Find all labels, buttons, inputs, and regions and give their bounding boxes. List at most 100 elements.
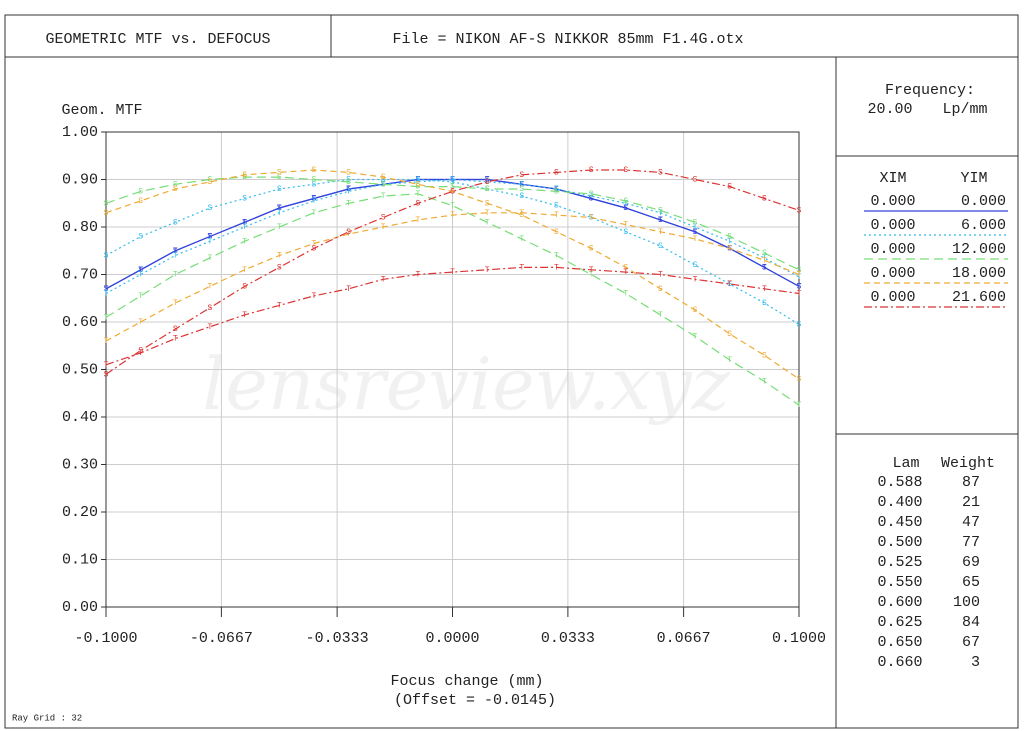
tangential-marker: T	[519, 209, 524, 218]
tangential-marker: T	[138, 292, 143, 301]
sagittal-marker: S	[589, 190, 594, 199]
sagittal-marker: S	[173, 180, 178, 189]
x-tick-label: 0.0333	[541, 630, 595, 647]
tangential-marker: T	[346, 185, 351, 194]
tangential-marker: T	[658, 311, 663, 320]
tangential-marker: T	[797, 282, 802, 291]
tangential-marker: T	[242, 266, 247, 275]
y-tick-label: 1.00	[62, 124, 98, 141]
tangential-marker: T	[797, 401, 802, 410]
tangential-marker: T	[658, 209, 663, 218]
sagittal-marker: S	[554, 168, 559, 177]
sagittal-marker: S	[415, 180, 420, 189]
tangential-marker: T	[173, 299, 178, 308]
sagittal-marker: S	[693, 176, 698, 185]
weight: 69	[962, 554, 980, 571]
sagittal-marker: S	[242, 171, 247, 180]
legend-xim: 0.000	[870, 241, 915, 258]
wavelength: 0.450	[877, 514, 922, 531]
weight: 3	[971, 654, 980, 671]
tangential-marker: T	[450, 268, 455, 277]
tangential-marker: T	[104, 337, 109, 346]
sagittal-marker: S	[623, 197, 628, 206]
weight: 67	[962, 634, 980, 651]
tangential-marker: T	[450, 202, 455, 211]
tangential-marker: T	[208, 233, 213, 242]
sagittal-marker: S	[381, 214, 386, 223]
sagittal-marker: S	[519, 171, 524, 180]
sagittal-marker: S	[381, 180, 386, 189]
weight: 100	[953, 594, 980, 611]
tangential-marker: T	[277, 204, 282, 213]
tangential-marker: T	[519, 180, 524, 189]
tangential-marker: T	[762, 256, 767, 265]
weight: 77	[962, 534, 980, 551]
tangential-marker: T	[277, 252, 282, 261]
x-tick-label: 0.1000	[772, 630, 826, 647]
x-tick-label: -0.1000	[74, 630, 137, 647]
tangential-marker: T	[415, 271, 420, 280]
tangential-marker: T	[589, 195, 594, 204]
sagittal-marker: S	[519, 211, 524, 220]
sagittal-marker: S	[104, 370, 109, 379]
sagittal-marker: S	[554, 228, 559, 237]
legend-xim: 0.000	[870, 217, 915, 234]
y-tick-label: 0.40	[62, 409, 98, 426]
sagittal-marker: S	[311, 244, 316, 253]
sagittal-marker: S	[554, 187, 559, 196]
tangential-marker: T	[242, 237, 247, 246]
tangential-marker: T	[450, 211, 455, 220]
sagittal-marker: S	[450, 187, 455, 196]
sagittal-marker: S	[138, 233, 143, 242]
footnote: Ray Grid : 32	[12, 713, 82, 723]
tangential-marker: T	[311, 195, 316, 204]
tangential-marker: T	[762, 285, 767, 294]
legend-yim: 18.000	[952, 265, 1006, 282]
sagittal-marker: S	[623, 166, 628, 175]
tangential-marker: T	[485, 218, 490, 227]
tangential-marker: T	[311, 292, 316, 301]
frequency-value: 20.00	[867, 101, 912, 118]
sagittal-marker: S	[797, 282, 802, 291]
sagittal-marker: S	[658, 206, 663, 215]
sagittal-marker: S	[485, 185, 490, 194]
tangential-marker: T	[311, 240, 316, 249]
x-tick-label: -0.0333	[306, 630, 369, 647]
sagittal-marker: S	[762, 299, 767, 308]
sagittal-marker: S	[727, 233, 732, 242]
wavelength: 0.600	[877, 594, 922, 611]
tangential-marker: T	[693, 228, 698, 237]
sagittal-marker: S	[485, 199, 490, 208]
sagittal-marker: S	[450, 183, 455, 192]
sagittal-marker: S	[727, 183, 732, 192]
sagittal-marker: S	[762, 195, 767, 204]
sagittal-line	[105, 178, 800, 325]
legend-yim: 0.000	[961, 193, 1006, 210]
sagittal-marker: S	[797, 375, 802, 384]
header-file: File = NIKON AF-S NIKKOR 85mm F1.4G.otx	[392, 31, 743, 48]
tangential-marker: T	[623, 221, 628, 230]
tangential-marker: T	[138, 271, 143, 280]
tangential-marker: T	[623, 268, 628, 277]
tangential-marker: T	[485, 266, 490, 275]
wavelength: 0.625	[877, 614, 922, 631]
tangential-marker: T	[208, 254, 213, 263]
sagittal-marker: S	[450, 187, 455, 196]
y-tick-label: 0.80	[62, 219, 98, 236]
tangential-marker: T	[554, 252, 559, 261]
sagittal-marker: S	[554, 202, 559, 211]
sagittal-marker: S	[104, 199, 109, 208]
tangential-marker: T	[519, 263, 524, 272]
tangential-marker: T	[208, 323, 213, 332]
sagittal-marker: S	[415, 199, 420, 208]
tangential-marker: T	[727, 237, 732, 246]
tangential-marker: T	[381, 223, 386, 232]
sagittal-marker: S	[138, 347, 143, 356]
sagittal-marker: S	[658, 242, 663, 251]
wavelength: 0.660	[877, 654, 922, 671]
sagittal-marker: S	[104, 209, 109, 218]
tangential-marker: T	[415, 190, 420, 199]
sagittal-marker: S	[173, 185, 178, 194]
tangential-marker: T	[658, 228, 663, 237]
sagittal-marker: S	[415, 183, 420, 192]
